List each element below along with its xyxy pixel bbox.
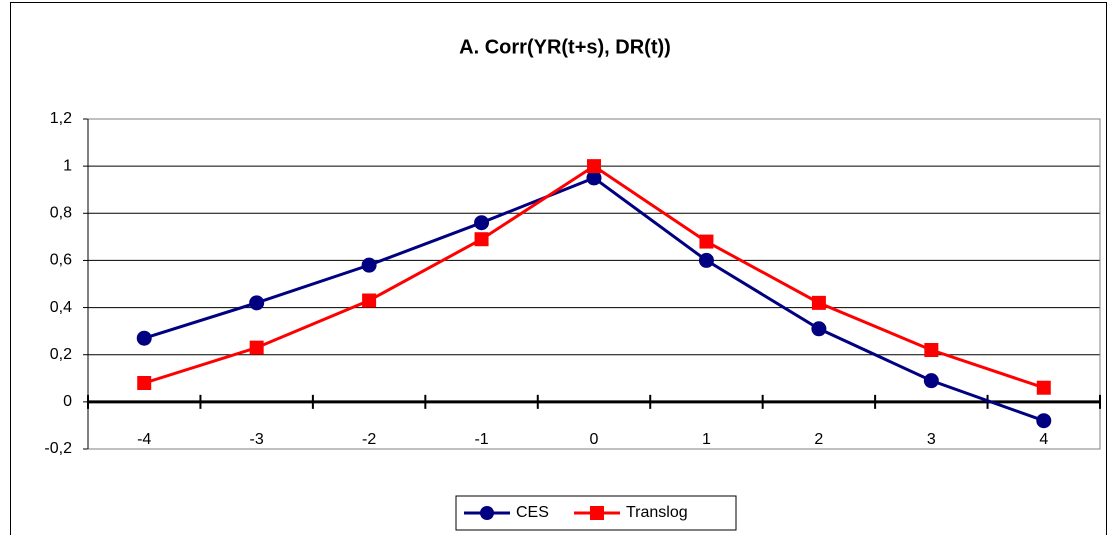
y-tick-label: 0,6 (50, 252, 72, 269)
x-tick-label: 4 (1039, 431, 1048, 448)
marker (361, 257, 377, 273)
x-tick-label: -2 (362, 431, 376, 448)
x-tick-label: -1 (474, 431, 488, 448)
marker (924, 343, 939, 357)
y-tick-label: 1,2 (50, 110, 72, 127)
x-tick-label: 0 (590, 431, 599, 448)
chart-border (10, 2, 1107, 535)
x-tick-label: 1 (702, 431, 711, 448)
marker (136, 330, 152, 346)
legend-label: CES (516, 504, 549, 521)
legend-marker (480, 506, 494, 520)
legend-marker (590, 506, 604, 520)
marker (249, 295, 265, 311)
marker (474, 215, 490, 231)
marker (1036, 380, 1051, 395)
y-tick-label: -0,2 (44, 440, 72, 457)
y-tick-label: 0,8 (50, 205, 72, 222)
marker (811, 321, 827, 337)
y-tick-label: 1 (63, 157, 72, 174)
marker (474, 232, 489, 247)
marker (586, 170, 602, 186)
marker (923, 373, 939, 389)
chart-title: A. Corr(YR(t+s), DR(t)) (459, 36, 671, 58)
y-tick-label: 0,2 (50, 346, 72, 363)
y-tick-label: 0,4 (50, 299, 72, 316)
x-tick-label: -4 (137, 431, 151, 448)
y-tick-label: 0 (63, 393, 72, 410)
marker (249, 340, 264, 355)
marker (137, 376, 152, 390)
marker (362, 293, 377, 308)
marker (811, 295, 826, 310)
marker (587, 159, 601, 174)
x-tick-label: -3 (250, 431, 264, 448)
marker (698, 252, 714, 268)
x-tick-label: 3 (927, 431, 936, 448)
x-tick-label: 2 (814, 431, 823, 448)
legend-label: Translog (626, 504, 688, 521)
marker (1036, 413, 1052, 429)
marker (699, 234, 714, 249)
